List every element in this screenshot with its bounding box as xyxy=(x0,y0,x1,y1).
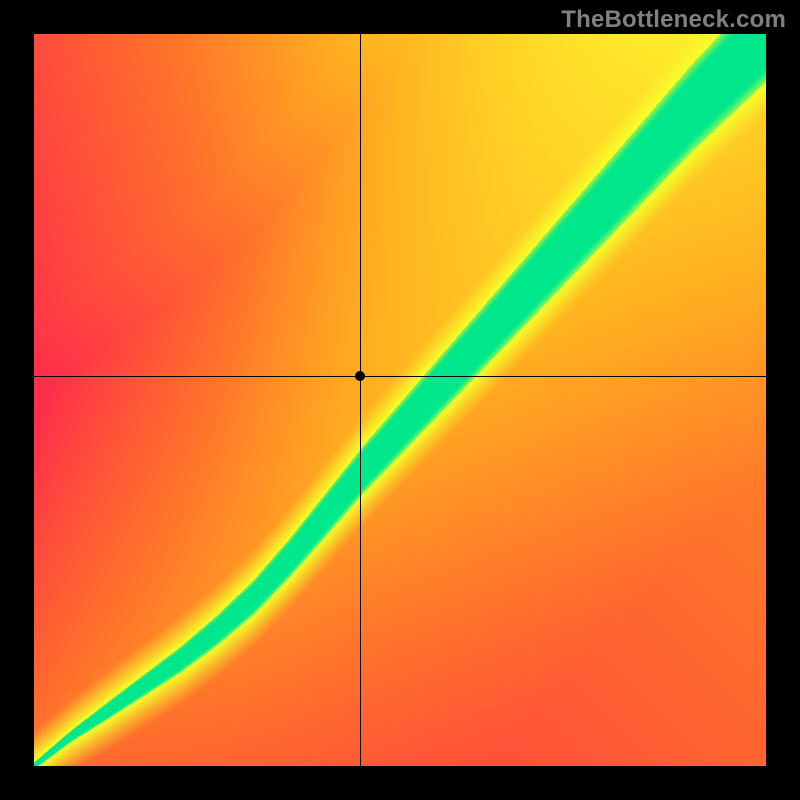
heatmap-canvas xyxy=(34,34,766,766)
marker-dot xyxy=(355,371,365,381)
watermark-text: TheBottleneck.com xyxy=(561,6,786,34)
crosshair-vertical xyxy=(360,34,361,766)
crosshair-horizontal xyxy=(34,376,766,377)
chart-container: TheBottleneck.com xyxy=(0,0,800,800)
